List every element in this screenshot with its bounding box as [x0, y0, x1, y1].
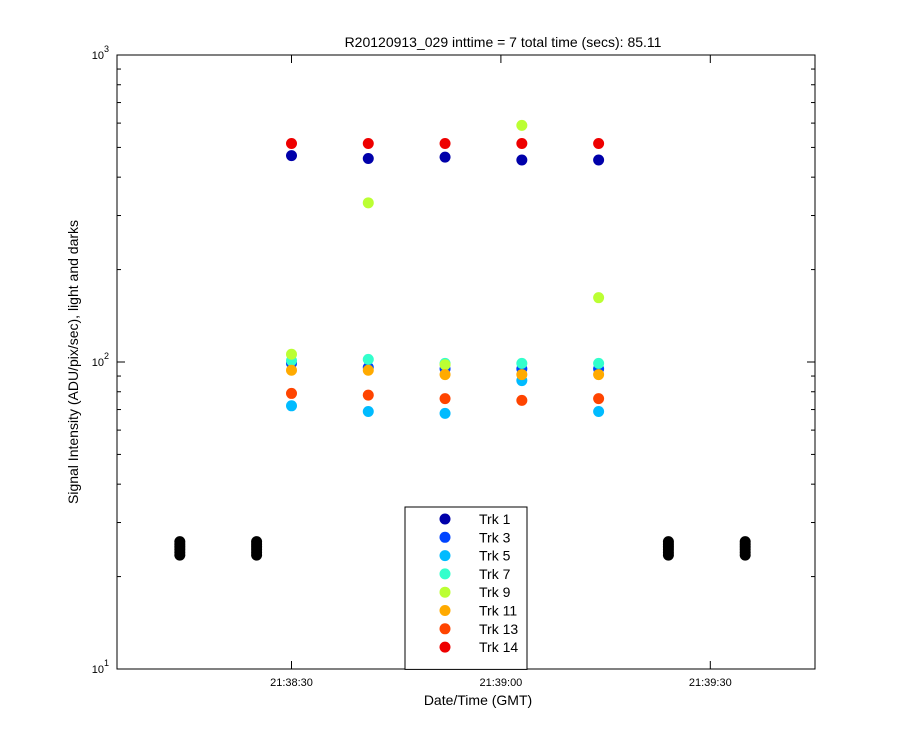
data-point — [286, 387, 297, 399]
data-point — [516, 119, 528, 131]
chart-title: R20120913_029 inttime = 7 total time (se… — [345, 34, 662, 50]
data-point — [362, 137, 374, 149]
legend-label: Trk 7 — [479, 566, 511, 582]
legend-marker — [439, 641, 451, 653]
legend-label: Trk 14 — [479, 639, 518, 655]
data-point — [286, 364, 297, 376]
legend-label: Trk 11 — [479, 603, 517, 619]
y-axis-label: Signal Intensity (ADU/pix/sec), light an… — [65, 220, 81, 504]
y-axis: 101 102 103 — [92, 44, 815, 676]
data-point — [362, 364, 374, 376]
data-point — [593, 357, 605, 369]
y-tick-label: 103 — [92, 44, 109, 62]
legend-marker — [439, 605, 451, 616]
data-point — [286, 400, 297, 412]
legend-label: Trk 3 — [479, 529, 511, 545]
data-points — [286, 119, 605, 419]
data-point — [516, 394, 528, 406]
data-point — [593, 369, 605, 381]
data-point — [516, 154, 528, 166]
data-point — [439, 359, 451, 371]
data-point — [516, 137, 528, 149]
data-point — [362, 405, 374, 417]
dark-point — [174, 536, 186, 548]
y-tick-label: 102 — [92, 351, 109, 369]
legend-marker — [439, 531, 451, 543]
dark-point — [739, 536, 751, 548]
data-point — [516, 369, 528, 381]
data-point — [439, 393, 451, 405]
data-point — [362, 353, 374, 365]
data-point — [439, 369, 451, 381]
data-point — [593, 393, 605, 405]
legend-marker — [439, 586, 451, 598]
data-point — [593, 154, 605, 166]
legend: Trk 1 Trk 3 Trk 5 Trk 7 Trk 9 Trk 11 Trk 13 Trk… — [404, 506, 528, 670]
x-tick-label: 21:39:30 — [689, 677, 732, 689]
data-point — [362, 389, 374, 401]
x-tick-label: 21:38:30 — [270, 677, 313, 689]
x-axis-label: Date/Time (GMT) — [424, 692, 532, 708]
data-point — [593, 405, 605, 417]
data-point — [593, 292, 605, 304]
legend-marker — [439, 550, 451, 562]
data-point — [439, 137, 451, 149]
dark-series — [174, 536, 751, 561]
legend-label: Trk 13 — [479, 621, 518, 637]
y-tick-label: 101 — [92, 658, 109, 676]
legend-label: Trk 5 — [479, 548, 511, 564]
legend-label: Trk 1 — [479, 511, 511, 527]
legend-marker — [439, 623, 451, 635]
dark-point — [662, 536, 674, 548]
legend-label: Trk 9 — [479, 584, 511, 600]
data-point — [593, 137, 605, 149]
data-point — [362, 153, 374, 165]
data-point — [362, 197, 374, 209]
x-tick-label: 21:39:00 — [479, 677, 522, 689]
data-point — [286, 137, 297, 149]
legend-box — [404, 506, 528, 670]
legend-marker — [439, 568, 451, 580]
data-point — [439, 151, 451, 163]
x-axis: 21:38:30 21:39:00 21:39:30 — [270, 55, 732, 689]
data-point — [516, 357, 528, 369]
data-point — [286, 348, 297, 360]
legend-marker — [439, 513, 451, 525]
data-point — [286, 150, 297, 162]
dark-point — [251, 536, 263, 548]
data-point — [439, 407, 451, 419]
